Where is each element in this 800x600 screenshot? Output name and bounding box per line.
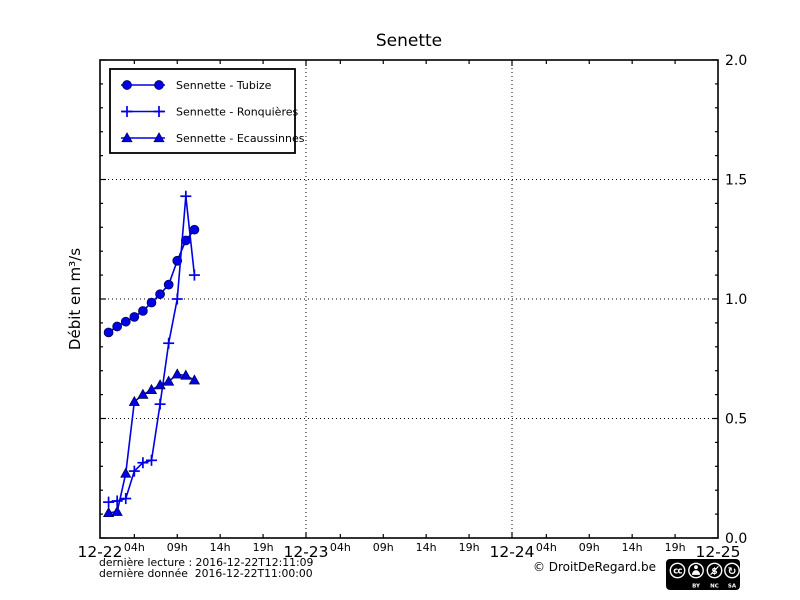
legend-item: Sennette - Ecaussinnes: [121, 132, 305, 145]
cc-badge-background: [666, 559, 740, 590]
data-point-circle: [154, 80, 164, 90]
x-hour-label: 04h: [536, 541, 557, 554]
data-point-triangle: [188, 374, 201, 385]
axis-ticks: [100, 59, 718, 539]
y-tick-label: 0.5: [725, 412, 747, 428]
x-day-label: 12-24: [489, 543, 534, 561]
cc-logo-icon: cc: [669, 562, 686, 579]
cc-license-badge: cc $ ↻ BY NC SA: [666, 559, 740, 590]
x-hour-label: 09h: [373, 541, 394, 554]
x-axis-labels: 04h 09h 14h 19h 04h 09h 14h 19h 04h 09h 14h 19h 12-2…: [77, 541, 740, 561]
svg-text:cc: cc: [673, 567, 682, 577]
data-point-triangle: [153, 132, 165, 143]
legend-label: Sennette - Ronquières: [176, 106, 298, 119]
cc-by-icon: [688, 562, 704, 579]
data-point-circle: [122, 80, 132, 90]
series-plus: [103, 190, 200, 508]
legend-label: Sennette - Ecaussinnes: [176, 132, 305, 145]
x-hour-label: 14h: [416, 541, 437, 554]
data-point-circle: [155, 289, 165, 300]
copyright-text: © DroitDeRegard.be: [533, 560, 656, 574]
legend: Sennette - Tubize Sennette - Ronquières Se…: [109, 68, 305, 154]
data-point-triangle: [145, 383, 158, 394]
y-tick-label: 1.0: [725, 292, 747, 308]
x-day-label: 12-22: [77, 543, 122, 561]
legend-item: Sennette - Tubize: [121, 79, 272, 92]
legend-item: Sennette - Ronquières: [121, 106, 298, 119]
data-point-triangle: [121, 132, 133, 143]
data-point-triangle: [171, 368, 183, 379]
cc-sa-label: SA: [728, 584, 737, 590]
svg-text:↻: ↻: [728, 565, 737, 577]
data-point-triangle: [137, 388, 149, 399]
x-hour-label: 19h: [459, 541, 480, 554]
y-axis-label: Débit en m³/s: [66, 248, 84, 350]
x-hour-label: 04h: [124, 541, 145, 554]
y-tick-label: 0.0: [725, 531, 747, 547]
x-day-label: 12-25: [695, 543, 740, 561]
data-point-circle: [112, 321, 123, 332]
x-hour-label: 04h: [330, 541, 351, 554]
cc-nc-icon: $: [706, 562, 723, 579]
x-hour-label: 09h: [579, 541, 600, 554]
chart-title: Senette: [376, 31, 442, 51]
y-axis-tick-labels: 0.0 0.5 1.0 1.5 2.0: [725, 53, 747, 547]
series-triangle: [102, 368, 201, 518]
data-point-triangle: [120, 467, 132, 478]
series-circle: [103, 224, 200, 338]
data-point-triangle: [102, 506, 115, 518]
y-tick-label: 2.0: [725, 53, 747, 69]
x-hour-label: 19h: [665, 541, 686, 554]
x-hour-label: 14h: [210, 541, 231, 554]
series-line: [108, 373, 195, 514]
svg-text:$: $: [711, 567, 717, 577]
footer-last-read: dernière lecture : 2016-12-22T12:11:09: [99, 556, 313, 569]
data-point-circle: [129, 312, 140, 322]
plot-border: [99, 59, 719, 539]
data-point-triangle: [154, 379, 166, 390]
legend-label: Sennette - Tubize: [176, 79, 272, 92]
cc-sa-icon: ↻: [724, 562, 740, 579]
data-point-triangle: [128, 395, 140, 406]
data-point-circle: [103, 327, 114, 338]
data-point-circle: [146, 297, 157, 308]
x-hour-label: 19h: [253, 541, 274, 554]
data-series: [102, 190, 201, 518]
data-point-circle: [163, 279, 174, 290]
data-point-triangle: [111, 505, 123, 516]
data-point-circle: [189, 224, 200, 235]
data-point-circle: [120, 316, 131, 327]
data-point-circle: [138, 306, 148, 316]
y-tick-label: 1.5: [725, 173, 747, 189]
data-point-triangle: [163, 375, 175, 386]
x-hour-label: 14h: [622, 541, 643, 554]
x-hour-label: 09h: [167, 541, 188, 554]
cc-by-label: BY: [692, 584, 701, 590]
gridlines: [100, 60, 718, 538]
data-point-triangle: [180, 369, 192, 380]
cc-nc-label: NC: [710, 584, 719, 590]
footer-last-data: dernière donnée 2016-12-22T11:00:00: [99, 567, 313, 580]
x-day-label: 12-23: [283, 543, 328, 561]
